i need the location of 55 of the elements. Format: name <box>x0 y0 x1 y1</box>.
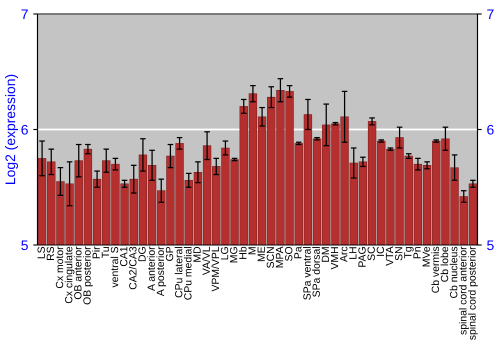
x-tick-label: MG <box>230 247 238 262</box>
x-tick-label: LH <box>349 247 356 259</box>
x-tick-label: Tu <box>102 247 110 258</box>
x-tick-label: Cb vermis <box>431 246 440 293</box>
x-tick-label: VPM/VPL <box>211 246 220 292</box>
x-tick-label: SCN <box>266 247 274 268</box>
x-tick-label: Cb lobe <box>440 246 448 282</box>
x-tick-label: CA2/CA3 <box>128 246 137 290</box>
x-tick-label: Cx motor <box>56 246 64 288</box>
y-axis-title: Log2 (expression) <box>5 74 18 184</box>
y-tick-label: 6 <box>21 124 28 135</box>
x-tick-label: LG <box>220 247 228 260</box>
x-tick-label: A anterior <box>147 246 155 291</box>
x-tick-label: ventral S <box>110 246 118 288</box>
x-tick-label: MPA <box>276 246 284 268</box>
x-tick-label: DG <box>138 247 146 262</box>
x-tick-label: Pir <box>92 246 100 258</box>
x-tick-label: PAG <box>358 247 366 267</box>
y2-tick-label: 7 <box>487 9 494 20</box>
x-tick-label: CPu lateral <box>174 247 182 298</box>
x-tick-label: Pa <box>294 246 302 258</box>
x-tick-label: OB posterior <box>83 246 93 304</box>
x-tick-label: ME <box>258 246 265 262</box>
x-tick-label: VA/VL <box>202 246 210 276</box>
x-tick-label: M <box>248 247 256 254</box>
x-tick-label: SPa dorsal <box>312 247 320 297</box>
x-tick-label: MVe <box>422 246 430 266</box>
y-tick-label: 7 <box>21 9 28 20</box>
x-tick-label: RS <box>46 246 54 260</box>
x-tick-label: spinal cord posterior <box>468 246 478 340</box>
y2-tick-label: 5 <box>487 240 494 250</box>
x-tick-label: VMH <box>330 247 338 270</box>
x-tick-label: spinal cord anterior <box>458 246 469 335</box>
y2-tick-label: 6 <box>487 124 494 135</box>
x-tick-label: Tg <box>404 247 414 258</box>
x-tick-label: CPu medial <box>184 247 192 300</box>
x-tick-label: Pn <box>413 247 421 258</box>
y-tick-label: 5 <box>21 240 28 250</box>
x-tick-label: IC <box>376 246 384 256</box>
x-tick-label: LS <box>38 246 45 258</box>
x-tick-label: SO <box>285 246 292 261</box>
x-tick-label: Arc <box>340 246 348 262</box>
x-tick-label: SC <box>368 246 375 260</box>
x-tick-label: MD <box>193 246 201 262</box>
x-tick-label: SN <box>395 247 402 260</box>
x-tick-label: GP <box>166 246 174 261</box>
x-tick-label: VTA <box>386 246 394 266</box>
x-tick-label: Cb nucleus <box>450 246 458 298</box>
x-tick-label: Hb <box>238 246 247 259</box>
x-tick-label: A posterior <box>156 246 166 296</box>
x-tick-label: Cx cingulate <box>64 246 74 304</box>
x-tick-label: DM <box>322 247 329 262</box>
x-tick-label: CA1 <box>120 246 128 266</box>
x-tick-label: OB anterior <box>74 246 82 300</box>
x-tick-label: SPa ventral <box>303 247 311 300</box>
